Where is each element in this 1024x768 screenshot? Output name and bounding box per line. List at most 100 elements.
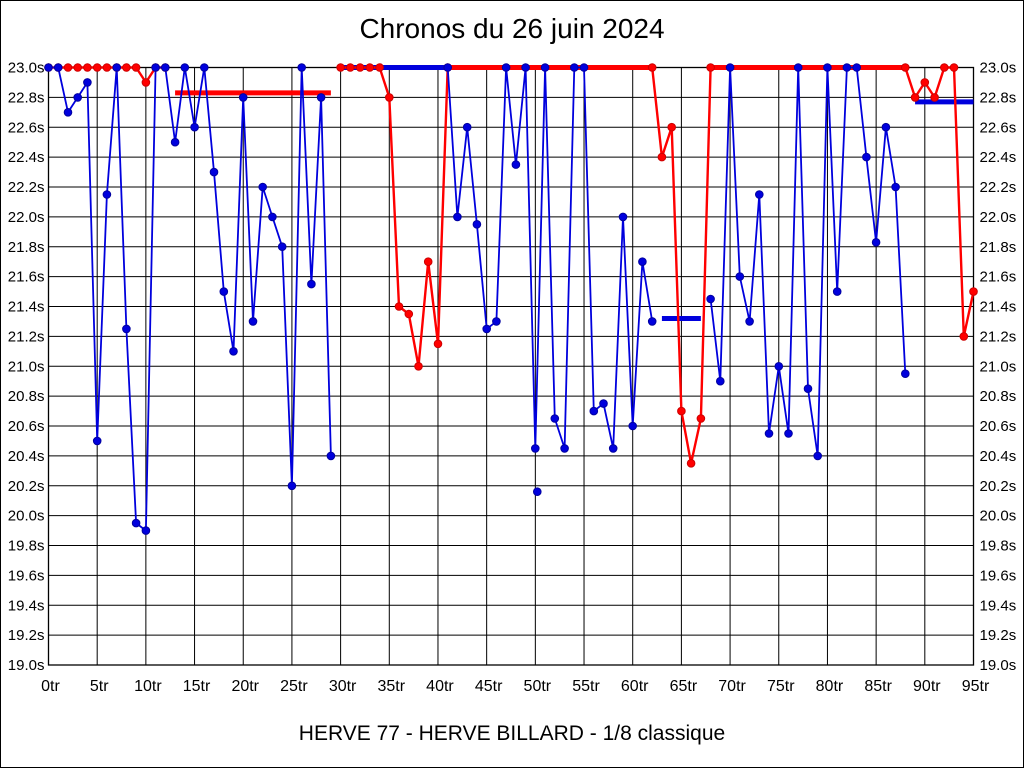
tick-label: 20.0s xyxy=(8,508,45,525)
blue-data-point xyxy=(151,63,160,72)
blue-data-point xyxy=(647,317,657,326)
tick-label: 60tr xyxy=(621,678,649,695)
tick-label: 19.0s xyxy=(980,657,1017,674)
red-data-point xyxy=(385,93,394,102)
tick-label: 20.2s xyxy=(8,478,45,495)
tick-label: 19.4s xyxy=(8,597,45,614)
blue-data-point xyxy=(501,63,511,72)
blue-data-point xyxy=(122,324,131,334)
blue-data-point xyxy=(570,63,579,72)
red-data-point xyxy=(901,63,910,72)
chart-title: Chronos du 26 juin 2024 xyxy=(359,13,665,44)
blue-data-point xyxy=(589,406,599,416)
blue-data-point xyxy=(326,451,336,461)
marker-lines xyxy=(175,65,974,321)
blue-data-point xyxy=(44,63,53,72)
tick-label: 55tr xyxy=(572,678,600,695)
tick-label: 20.6s xyxy=(8,418,45,435)
tick-label: 65tr xyxy=(670,678,698,695)
red-data-point xyxy=(346,63,355,72)
blue-data-point xyxy=(745,317,754,326)
tick-label: 22.4s xyxy=(980,149,1017,166)
tick-label: 15tr xyxy=(183,678,211,695)
blue-data-point xyxy=(287,481,297,491)
blue-data-point xyxy=(73,93,82,102)
tick-label: 19.2s xyxy=(8,627,45,644)
tick-label: 20.8s xyxy=(980,388,1017,405)
tick-label: 22.2s xyxy=(980,179,1017,196)
series-blue-dots xyxy=(44,63,910,535)
blue-data-point xyxy=(774,362,784,371)
blue-data-point xyxy=(881,122,891,132)
blue-data-point xyxy=(560,444,569,453)
blue-data-point xyxy=(608,444,618,453)
tick-label: 21.8s xyxy=(8,239,45,256)
red-data-point xyxy=(336,63,345,72)
blue-data-point xyxy=(200,63,209,72)
blue-data-point xyxy=(190,122,199,132)
blue-data-point xyxy=(112,63,121,72)
tick-label: 22.2s xyxy=(8,179,45,196)
tick-label: 22.8s xyxy=(980,89,1017,106)
blue-data-point xyxy=(462,122,472,132)
blue-data-point xyxy=(852,63,862,72)
blue-data-point xyxy=(599,399,608,408)
blue-data-point xyxy=(755,190,764,199)
blue-data-point xyxy=(492,317,501,326)
tick-label: 21.0s xyxy=(980,358,1017,375)
blue-data-point xyxy=(453,212,462,222)
blue-data-point xyxy=(307,279,316,289)
blue-data-point xyxy=(550,414,560,423)
tick-label: 70tr xyxy=(718,678,746,695)
blue-data-point xyxy=(628,421,638,431)
chart-footer: HERVE 77 - HERVE BILLARD - 1/8 classique xyxy=(298,722,726,745)
y-axis-labels-right: 23.0s 22.8s 22.6s 22.4s 22.2s 22.0s 21.8s 21.6s… xyxy=(980,60,1017,675)
tick-label: 21.4s xyxy=(980,299,1017,316)
red-data-point xyxy=(404,309,414,319)
tick-label: 19.0s xyxy=(8,657,45,674)
blue-data-point xyxy=(716,376,725,386)
blue-data-point xyxy=(871,238,881,247)
blue-data-point xyxy=(618,212,628,222)
grid-lines xyxy=(48,67,974,666)
blue-data-point xyxy=(891,182,900,192)
tick-label: 22.0s xyxy=(8,209,45,226)
blue-data-point xyxy=(268,212,277,222)
blue-data-point xyxy=(901,369,910,379)
tick-label: 75tr xyxy=(767,678,795,695)
x-axis-labels: 0tr 5tr 10tr 15tr 20tr 25tr 30tr 35tr 40tr 45tr 50… xyxy=(41,678,990,695)
tick-label: 22.4s xyxy=(8,149,45,166)
blue-data-point xyxy=(102,190,112,199)
red-data-point xyxy=(394,302,404,311)
tick-label: 20.4s xyxy=(980,448,1017,465)
red-data-point xyxy=(686,459,696,468)
tick-label: 21.6s xyxy=(8,269,45,286)
red-data-point xyxy=(423,257,433,267)
y-axis-labels-left: 23.0s 22.8s 22.6s 22.4s 22.2s 22.0s 21.8s 21.6s… xyxy=(8,60,45,675)
tick-label: 20.6s xyxy=(980,418,1017,435)
red-data-point xyxy=(63,63,73,72)
blue-data-point xyxy=(297,63,307,72)
red-data-point xyxy=(92,63,102,72)
red-data-point xyxy=(141,78,151,87)
blue-data-point xyxy=(725,63,735,72)
blue-data-point xyxy=(532,487,542,497)
red-data-point xyxy=(920,78,930,87)
red-data-point xyxy=(657,152,667,162)
blue-data-point xyxy=(862,152,871,162)
blue-data-point xyxy=(316,93,326,102)
red-data-point xyxy=(696,414,706,423)
tick-label: 19.2s xyxy=(980,627,1017,644)
blue-data-point xyxy=(443,63,453,72)
red-data-point xyxy=(365,63,375,72)
red-data-point xyxy=(433,339,443,349)
tick-label: 10tr xyxy=(134,678,162,695)
tick-label: 20.8s xyxy=(8,388,45,405)
red-data-point xyxy=(414,362,423,371)
blue-data-point xyxy=(579,63,589,72)
tick-label: 20.4s xyxy=(8,448,45,465)
tick-label: 21.2s xyxy=(980,328,1017,345)
tick-label: 90tr xyxy=(913,678,941,695)
